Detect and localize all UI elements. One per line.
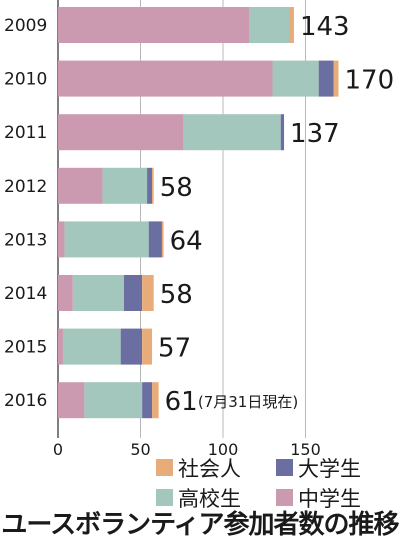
bar-segment bbox=[142, 382, 153, 419]
bar-segment bbox=[289, 7, 294, 43]
bar-segment bbox=[318, 60, 334, 97]
y-tick-label: 2009 bbox=[4, 16, 47, 36]
legend-swatch bbox=[276, 459, 293, 476]
x-tick-label: 0 bbox=[53, 440, 63, 459]
y-tick-label: 2012 bbox=[4, 177, 47, 197]
y-tick-label: 2011 bbox=[4, 123, 47, 143]
data-label: 58 bbox=[160, 173, 193, 203]
x-tick-label: 150 bbox=[290, 440, 321, 459]
data-label: 58 bbox=[160, 280, 193, 310]
x-tick-labels: 0 50 100 150 bbox=[53, 440, 321, 459]
annotation: (7月31日現在) bbox=[198, 393, 298, 411]
chart-title: ユースボランティア参加者数の推移 bbox=[1, 510, 399, 540]
y-tick-label: 2015 bbox=[4, 338, 47, 358]
bar-segment bbox=[58, 275, 73, 311]
y-tick-label: 2010 bbox=[4, 70, 47, 90]
x-tick-label: 100 bbox=[208, 440, 239, 459]
bar-segment bbox=[102, 167, 148, 204]
bar-segment bbox=[249, 7, 289, 43]
data-label: 137 bbox=[290, 119, 340, 149]
bar-segment bbox=[58, 328, 63, 365]
bar-segment bbox=[58, 221, 65, 258]
bar-segment bbox=[124, 275, 143, 311]
legend-label: 社会人 bbox=[178, 457, 241, 481]
bar-segment bbox=[58, 382, 85, 419]
bar-segment bbox=[272, 60, 319, 97]
bar-segment bbox=[58, 7, 250, 43]
bar-segment bbox=[161, 221, 164, 258]
data-label: 143 bbox=[300, 12, 350, 42]
data-label: 57 bbox=[158, 334, 191, 364]
bar-segment bbox=[280, 114, 285, 151]
bar-segment bbox=[183, 114, 281, 151]
legend-swatch bbox=[276, 489, 293, 506]
bar-segment bbox=[142, 328, 153, 365]
bar-segment bbox=[147, 167, 153, 204]
bar-segment bbox=[148, 221, 162, 258]
bar-segment bbox=[333, 60, 339, 97]
bar-segment bbox=[142, 275, 154, 311]
legend-swatch bbox=[156, 459, 173, 476]
bar-segment bbox=[84, 382, 143, 419]
bar-segment bbox=[58, 114, 184, 151]
y-tick-labels: 2009 2010 2011 2012 2013 2014 2015 2016 bbox=[4, 16, 47, 411]
data-label: 61 bbox=[165, 387, 198, 417]
data-label: 64 bbox=[170, 226, 203, 256]
bar-segment bbox=[72, 275, 124, 311]
y-tick-label: 2016 bbox=[4, 391, 47, 411]
legend-swatch bbox=[156, 489, 173, 506]
legend-label: 中学生 bbox=[298, 487, 361, 511]
bar-segment bbox=[120, 328, 143, 365]
data-label: 170 bbox=[345, 66, 395, 96]
x-tick-label: 50 bbox=[130, 440, 150, 459]
legend-label: 大学生 bbox=[298, 457, 361, 481]
bar-segment bbox=[64, 221, 149, 258]
bar-segment bbox=[152, 167, 154, 204]
bar-segment bbox=[62, 328, 121, 365]
y-tick-label: 2013 bbox=[4, 230, 47, 250]
y-tick-label: 2014 bbox=[4, 284, 47, 304]
legend-label: 高校生 bbox=[178, 487, 241, 511]
bars bbox=[58, 7, 339, 419]
bar-segment bbox=[58, 167, 103, 204]
bar-segment bbox=[58, 60, 273, 97]
bar-segment bbox=[152, 382, 159, 419]
